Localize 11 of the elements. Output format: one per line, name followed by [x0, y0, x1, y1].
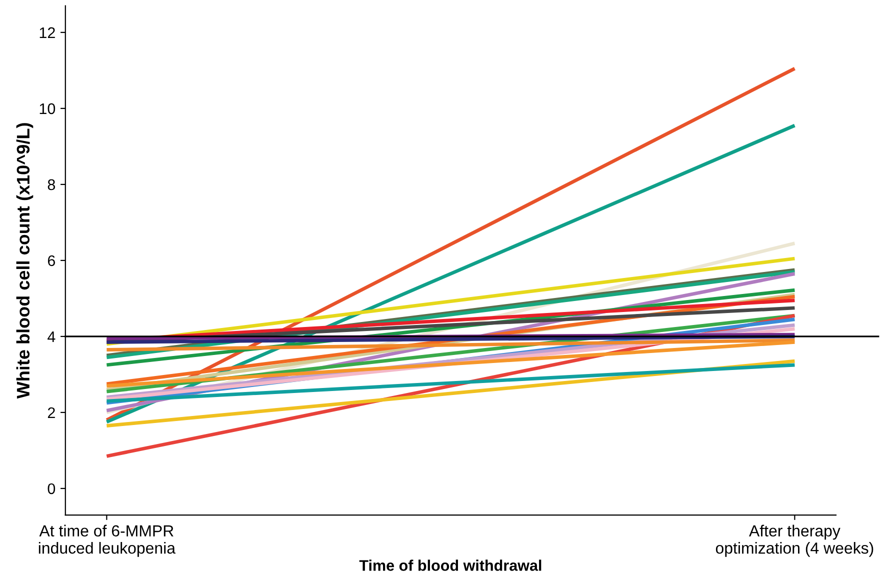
y-tick-label: 10 [40, 103, 56, 114]
y-tick-label: 8 [48, 179, 56, 190]
y-tick-label: 4 [48, 331, 56, 342]
y-tick-label: 6 [48, 255, 56, 266]
y-tick-label: 12 [40, 27, 55, 38]
y-tick-label: 2 [48, 407, 55, 418]
y-tick-label: 0 [48, 483, 56, 494]
x-tick-label: After therapy optimization (4 weeks) [716, 524, 874, 557]
y-axis-title: White blood cell count (x10^9/L) [16, 123, 34, 399]
x-tick-label: At time of 6-MMPR induced leukopenia [38, 524, 176, 557]
x-axis-title: Time of blood withdrawal [359, 560, 542, 571]
